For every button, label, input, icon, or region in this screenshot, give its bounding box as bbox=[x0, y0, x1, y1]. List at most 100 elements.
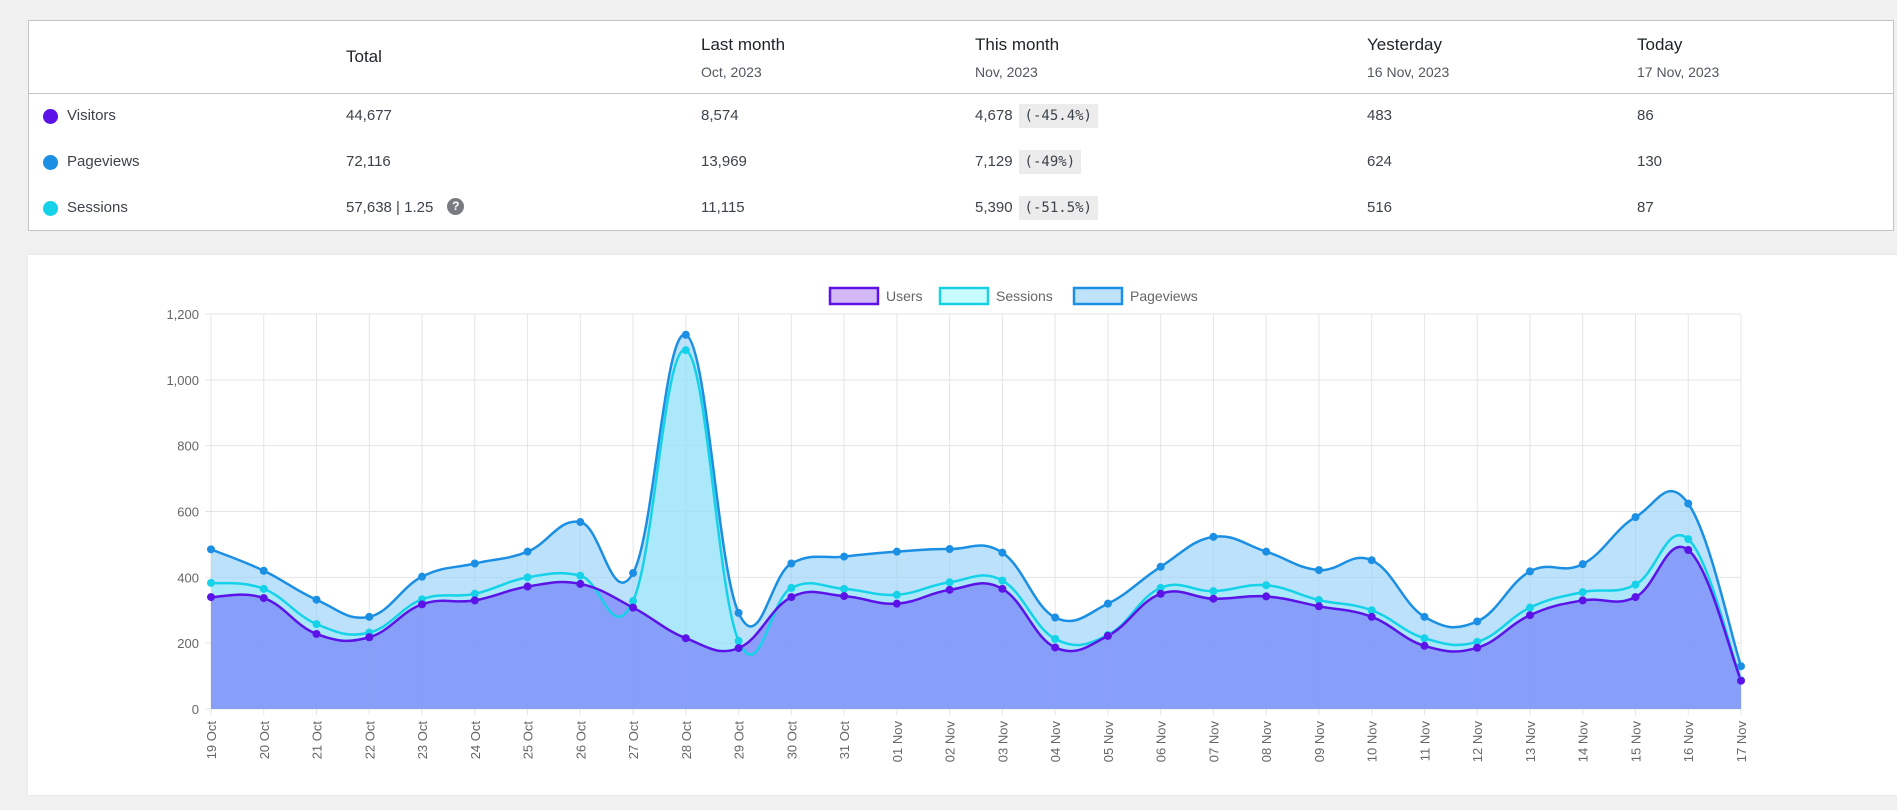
point-users[interactable] bbox=[681, 634, 690, 643]
point-pageviews[interactable] bbox=[1420, 612, 1429, 621]
point-users[interactable] bbox=[1209, 594, 1218, 603]
point-pageviews[interactable] bbox=[1314, 566, 1323, 575]
point-users[interactable] bbox=[1473, 643, 1482, 652]
point-sessions[interactable] bbox=[1631, 580, 1640, 589]
point-sessions[interactable] bbox=[892, 590, 901, 599]
point-sessions[interactable] bbox=[576, 571, 585, 580]
point-sessions[interactable] bbox=[1367, 606, 1376, 615]
point-sessions[interactable] bbox=[1525, 603, 1534, 612]
point-sessions[interactable] bbox=[207, 578, 215, 587]
point-users[interactable] bbox=[1420, 641, 1429, 650]
point-pageviews[interactable] bbox=[470, 559, 479, 568]
point-users[interactable] bbox=[1525, 611, 1534, 620]
legend-swatch-users[interactable] bbox=[828, 286, 880, 306]
point-users[interactable] bbox=[1631, 593, 1640, 602]
point-sessions[interactable] bbox=[734, 636, 743, 645]
point-users[interactable] bbox=[207, 593, 215, 602]
legend-swatch-pageviews[interactable] bbox=[1072, 286, 1124, 306]
point-users[interactable] bbox=[523, 582, 532, 591]
point-pageviews[interactable] bbox=[787, 559, 796, 568]
point-users[interactable] bbox=[365, 633, 374, 642]
point-pageviews[interactable] bbox=[1473, 617, 1482, 626]
point-users[interactable] bbox=[576, 579, 585, 588]
point-users[interactable] bbox=[787, 593, 796, 602]
point-users[interactable] bbox=[1737, 676, 1745, 685]
point-sessions[interactable] bbox=[787, 583, 796, 592]
point-users[interactable] bbox=[945, 585, 954, 594]
point-pageviews[interactable] bbox=[1156, 562, 1165, 571]
point-sessions[interactable] bbox=[945, 578, 954, 587]
today-value: 130 bbox=[1637, 153, 1663, 170]
point-pageviews[interactable] bbox=[418, 572, 427, 581]
point-pageviews[interactable] bbox=[998, 548, 1007, 557]
point-pageviews[interactable] bbox=[681, 330, 690, 339]
legend-label-pageviews[interactable]: Pageviews bbox=[1130, 288, 1198, 304]
point-users[interactable] bbox=[629, 603, 638, 612]
point-sessions[interactable] bbox=[1156, 583, 1165, 592]
legend-label-sessions[interactable]: Sessions bbox=[996, 288, 1053, 304]
point-users[interactable] bbox=[259, 594, 268, 603]
legend-label-users[interactable]: Users bbox=[886, 288, 923, 304]
point-users[interactable] bbox=[840, 592, 849, 601]
point-users[interactable] bbox=[1578, 596, 1587, 605]
point-users[interactable] bbox=[998, 584, 1007, 593]
x-tick-label: 08 Nov bbox=[1259, 721, 1274, 763]
point-users[interactable] bbox=[418, 600, 427, 609]
point-pageviews[interactable] bbox=[840, 552, 849, 561]
point-pageviews[interactable] bbox=[892, 547, 901, 556]
point-users[interactable] bbox=[312, 629, 321, 638]
point-pageviews[interactable] bbox=[1578, 560, 1587, 569]
point-sessions[interactable] bbox=[840, 584, 849, 593]
point-sessions[interactable] bbox=[998, 576, 1007, 585]
point-pageviews[interactable] bbox=[576, 518, 585, 527]
point-sessions[interactable] bbox=[1314, 596, 1323, 605]
point-pageviews[interactable] bbox=[1367, 556, 1376, 565]
point-pageviews[interactable] bbox=[629, 569, 638, 578]
point-pageviews[interactable] bbox=[365, 612, 374, 621]
point-sessions[interactable] bbox=[629, 597, 638, 606]
point-users[interactable] bbox=[1367, 612, 1376, 621]
point-pageviews[interactable] bbox=[1209, 532, 1218, 541]
point-sessions[interactable] bbox=[1473, 637, 1482, 646]
point-users[interactable] bbox=[892, 599, 901, 608]
point-sessions[interactable] bbox=[470, 589, 479, 598]
point-users[interactable] bbox=[1103, 631, 1112, 640]
help-icon[interactable]: ? bbox=[447, 197, 465, 215]
point-sessions[interactable] bbox=[1262, 581, 1271, 590]
point-sessions[interactable] bbox=[259, 584, 268, 593]
point-users[interactable] bbox=[1684, 546, 1693, 555]
point-users[interactable] bbox=[734, 644, 743, 653]
point-users[interactable] bbox=[1314, 602, 1323, 611]
point-pageviews[interactable] bbox=[1737, 662, 1745, 671]
x-tick-label: 04 Nov bbox=[1048, 721, 1063, 763]
y-tick-label: 600 bbox=[177, 505, 199, 520]
point-pageviews[interactable] bbox=[1103, 599, 1112, 608]
x-tick-label: 07 Nov bbox=[1206, 721, 1221, 763]
point-sessions[interactable] bbox=[1684, 535, 1693, 544]
point-sessions[interactable] bbox=[1209, 587, 1218, 596]
point-users[interactable] bbox=[470, 596, 479, 605]
point-sessions[interactable] bbox=[1420, 634, 1429, 643]
point-pageviews[interactable] bbox=[207, 545, 215, 554]
point-pageviews[interactable] bbox=[259, 566, 268, 575]
point-sessions[interactable] bbox=[681, 346, 690, 355]
point-sessions[interactable] bbox=[1051, 634, 1060, 643]
point-sessions[interactable] bbox=[312, 620, 321, 629]
today-value: 86 bbox=[1637, 107, 1654, 124]
point-users[interactable] bbox=[1051, 643, 1060, 652]
point-users[interactable] bbox=[1156, 589, 1165, 598]
point-pageviews[interactable] bbox=[1525, 567, 1534, 576]
point-pageviews[interactable] bbox=[312, 595, 321, 604]
point-sessions[interactable] bbox=[523, 573, 532, 582]
point-users[interactable] bbox=[1262, 592, 1271, 601]
point-pageviews[interactable] bbox=[1051, 613, 1060, 622]
point-pageviews[interactable] bbox=[1631, 513, 1640, 522]
header-this-month: This month Nov, 2023 bbox=[975, 35, 1059, 80]
point-sessions[interactable] bbox=[1578, 588, 1587, 597]
legend-swatch-sessions[interactable] bbox=[938, 286, 990, 306]
point-pageviews[interactable] bbox=[523, 547, 532, 556]
point-pageviews[interactable] bbox=[1684, 499, 1693, 508]
point-pageviews[interactable] bbox=[1262, 547, 1271, 556]
point-pageviews[interactable] bbox=[734, 608, 743, 617]
point-pageviews[interactable] bbox=[945, 545, 954, 554]
